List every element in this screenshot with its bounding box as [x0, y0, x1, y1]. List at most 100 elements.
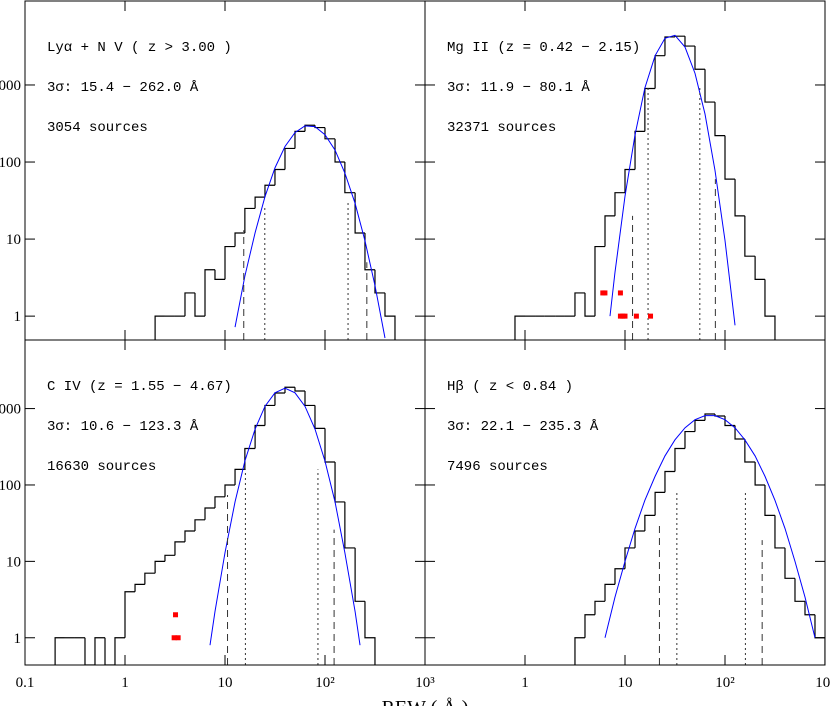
histogram-bin: [244, 447, 256, 470]
outlier-point: [648, 313, 654, 319]
panel: [574, 413, 825, 665]
histogram-bin: [204, 507, 215, 520]
histogram-bin: [154, 315, 165, 340]
annotation: 3σ: 10.6 − 123.3 Å: [47, 418, 199, 435]
histogram-bin: [354, 192, 365, 234]
x-tick-label: 10: [218, 675, 233, 691]
histogram-bin: [734, 179, 745, 217]
fit-curve: [604, 415, 816, 638]
histogram-bin: [284, 386, 295, 393]
y-tick-label: 100: [0, 155, 21, 171]
histogram-bin: [744, 438, 756, 463]
annotation: 16630 sources: [47, 459, 156, 475]
histogram-bin: [94, 637, 106, 665]
histogram-bin: [814, 614, 825, 665]
histogram-bin: [274, 168, 285, 186]
y-tick-label: 1: [14, 631, 22, 647]
panel: [514, 34, 776, 340]
annotation: 3σ: 11.9 − 80.1 Å: [447, 79, 590, 96]
outlier-point: [622, 313, 628, 319]
outlier-point: [175, 635, 181, 641]
histogram-bin: [694, 419, 706, 432]
histogram-bin: [664, 470, 675, 493]
panel: [54, 386, 376, 665]
histogram-bin: [224, 484, 236, 497]
histogram-bin: [194, 292, 206, 317]
annotation: 3054 sources: [47, 120, 148, 136]
histogram-bin: [754, 461, 765, 486]
histogram-bin: [804, 601, 815, 616]
x-axis-label: REW ( Å ): [382, 697, 469, 706]
y-tick-label: 1: [14, 309, 22, 325]
histogram-bin: [184, 292, 195, 317]
annotation: 7496 sources: [447, 459, 548, 475]
outlier-point: [602, 290, 608, 296]
annotation: 32371 sources: [447, 120, 556, 136]
histogram-bin: [304, 390, 315, 407]
fit-curve: [609, 34, 736, 326]
x-tick-label: 10³: [815, 675, 830, 691]
histogram-bin: [224, 245, 236, 280]
histogram-bin: [234, 232, 245, 247]
histogram-bin: [574, 292, 585, 317]
histogram-bin: [254, 424, 265, 449]
histogram-bin: [614, 568, 625, 585]
histogram-bin: [244, 207, 256, 233]
histogram-bin: [654, 55, 665, 89]
histogram-bin: [314, 405, 325, 430]
histogram-bin: [574, 637, 585, 665]
histogram-bin: [164, 554, 175, 562]
histogram-bin: [374, 269, 385, 294]
histogram-bin: [674, 35, 685, 37]
histogram-bin: [324, 127, 336, 140]
histogram-bin: [324, 428, 336, 463]
histogram-bin: [714, 413, 725, 417]
histogram-bin: [154, 560, 165, 574]
histogram-bin: [664, 36, 675, 56]
histogram-bin: [364, 601, 376, 665]
histogram-bin: [744, 215, 756, 257]
histogram-bin: [384, 292, 396, 340]
histogram-bin: [774, 515, 785, 549]
histogram-bin: [514, 315, 525, 340]
histogram-bin: [594, 600, 606, 615]
fit-curve: [234, 125, 386, 339]
annotation: C IV (z = 1.55 − 4.67): [47, 379, 232, 395]
histogram-bin: [334, 138, 345, 163]
histogram-bin: [704, 69, 715, 103]
histogram-bin: [314, 125, 325, 129]
histogram-bin: [784, 547, 795, 579]
histogram-bin: [294, 387, 306, 392]
histogram-bin: [264, 184, 275, 198]
annotation: Mg II (z = 0.42 − 2.15): [447, 40, 640, 56]
annotation: 3σ: 15.4 − 262.0 Å: [47, 79, 199, 96]
x-tick-label: 10³: [415, 675, 435, 691]
outlier-point: [171, 635, 177, 641]
x-tick-label: 1: [121, 675, 129, 691]
histogram-bin: [124, 591, 136, 638]
histogram-bin: [214, 269, 225, 280]
histogram-bin: [644, 514, 656, 531]
histogram-bin: [214, 496, 225, 508]
histogram-bin: [704, 413, 715, 421]
histogram-bin: [334, 461, 345, 503]
histogram-bin: [584, 614, 595, 638]
histogram-bin: [734, 425, 745, 440]
histogram-bin: [344, 501, 356, 549]
outlier-point: [633, 313, 639, 319]
histogram-bin: [294, 130, 306, 149]
annotation: Hβ ( z < 0.84 ): [447, 379, 573, 395]
histogram-bin: [724, 135, 736, 180]
histogram-bin: [604, 583, 615, 602]
y-tick-label: 100: [0, 478, 21, 494]
histogram-bin: [104, 637, 115, 665]
histogram-bin: [194, 519, 206, 531]
x-tick-label: 1: [521, 675, 529, 691]
annotation: 3σ: 22.1 − 235.3 Å: [447, 418, 599, 435]
histogram-bin: [764, 279, 776, 340]
histogram-bin: [684, 36, 695, 47]
x-tick-label: 10²: [715, 675, 735, 691]
histogram-bin: [754, 256, 765, 280]
histogram-bin: [284, 147, 295, 170]
